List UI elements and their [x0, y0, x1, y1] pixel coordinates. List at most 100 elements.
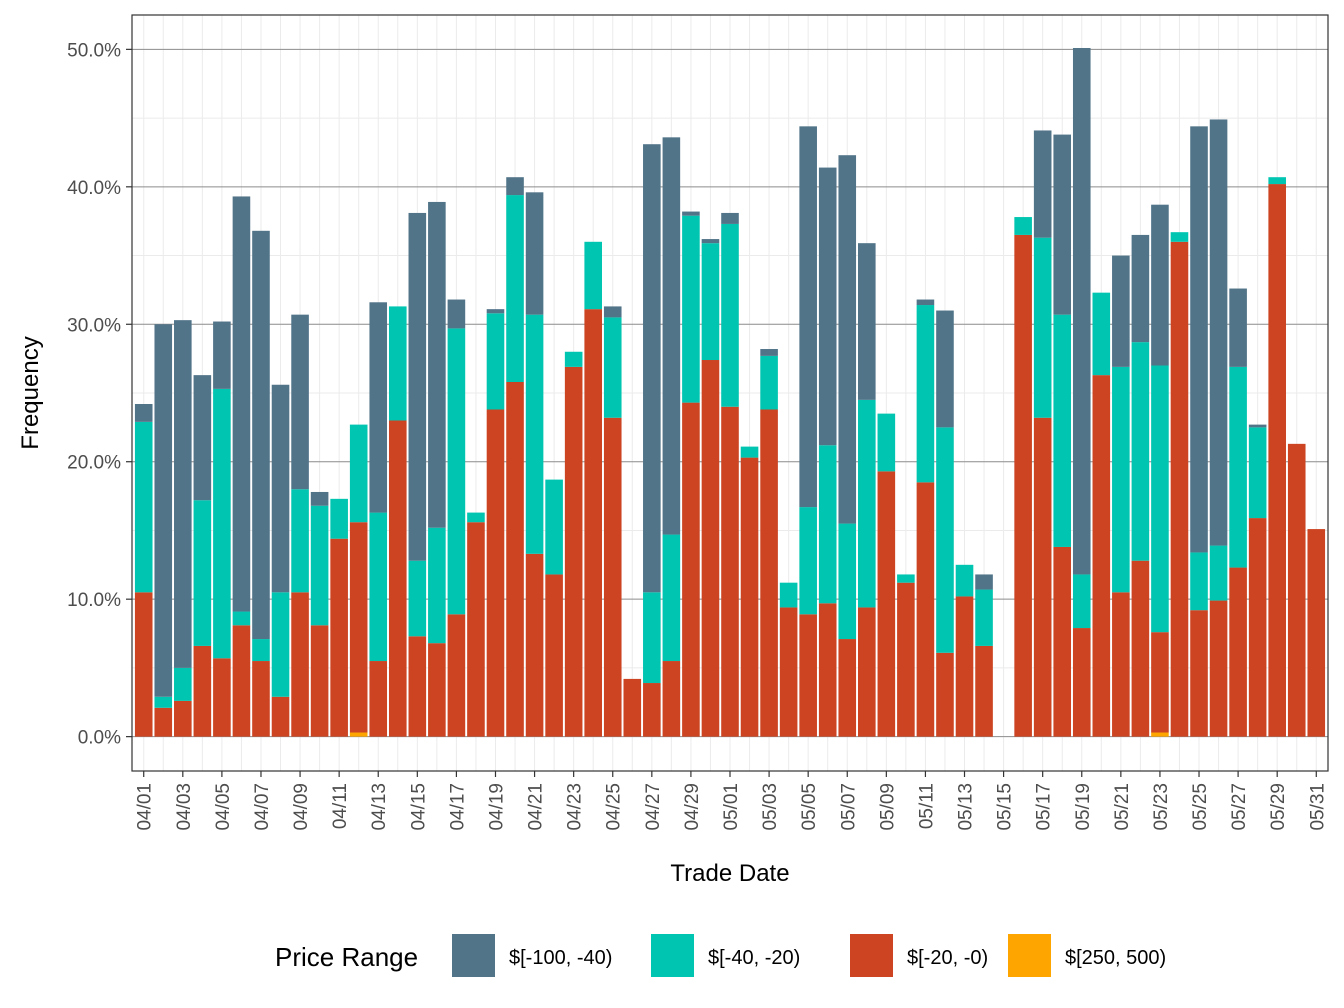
bar-segment [1248, 424, 1267, 428]
bar-segment [1209, 545, 1228, 601]
x-tick-label: 05/21 [1112, 783, 1133, 831]
bar-segment [584, 309, 602, 737]
bar-segment [213, 658, 231, 737]
bar-segment [1151, 204, 1169, 366]
bar-segment [291, 314, 309, 490]
bar-segment [310, 625, 329, 737]
bar-segment [955, 596, 974, 737]
bar-segment [1131, 560, 1150, 737]
bar-segment [232, 196, 251, 612]
bar-segment [428, 643, 446, 737]
legend-label: $[250, 500) [1065, 947, 1166, 969]
bar-segment [1307, 529, 1326, 737]
bar-segment [447, 299, 466, 329]
y-tick-label: 10.0% [67, 590, 121, 611]
bar-segment [975, 589, 993, 646]
legend-label: $[-100, -40) [509, 947, 612, 969]
bar-segment [897, 574, 915, 583]
x-tick-label: 05/15 [995, 783, 1016, 831]
x-tick-label: 04/21 [526, 783, 547, 831]
bar-segment [1151, 732, 1169, 737]
bar-segment [975, 574, 993, 590]
bar-segment [1209, 600, 1228, 737]
bar-segment [252, 661, 270, 737]
bar-segment [916, 299, 935, 306]
x-tick-label: 05/07 [838, 783, 859, 831]
bar-segment [1072, 628, 1091, 737]
x-tick-label: 04/29 [682, 783, 703, 831]
bar-segment [193, 500, 212, 646]
legend-key [651, 934, 694, 977]
x-tick-label: 04/23 [565, 783, 586, 831]
bar-segment [134, 403, 153, 422]
x-tick-label: 04/09 [291, 783, 312, 831]
bar-segment [428, 201, 446, 528]
bar-segment [174, 667, 192, 701]
x-tick-label: 04/11 [330, 783, 351, 829]
bar-segment [838, 523, 857, 640]
bar-segment [1072, 574, 1091, 629]
bar-segment [662, 534, 681, 662]
bar-segment [721, 223, 739, 407]
bar-segment [213, 388, 231, 659]
bar-segment [740, 446, 759, 458]
bar-segment [545, 479, 563, 575]
bar-segment [662, 137, 681, 535]
bar-segment [408, 212, 427, 561]
bar-segment [838, 639, 857, 737]
x-tick-label: 05/01 [721, 783, 742, 831]
bar-segment [1053, 314, 1072, 547]
bar-segment [1092, 292, 1111, 376]
bar-segment [1287, 443, 1306, 737]
bar-segment [506, 382, 524, 737]
bar-segment [603, 417, 622, 737]
bar-segment [1190, 610, 1208, 737]
bar-segment [799, 507, 817, 615]
bar-segment [1092, 375, 1111, 737]
x-tick-label: 05/05 [799, 783, 820, 831]
bar-segment [1209, 119, 1228, 546]
bar-segment [1229, 366, 1247, 568]
y-axis-title: Frequency [17, 336, 44, 449]
bar-segment [467, 522, 485, 737]
bar-segment [818, 445, 837, 604]
bar-segment [388, 306, 407, 421]
bar-segment [1014, 217, 1032, 235]
bar-segment [349, 424, 368, 523]
bar-segment [525, 553, 544, 737]
x-tick-label: 05/09 [877, 783, 898, 831]
bar-segment [525, 314, 544, 554]
x-tick-label: 05/11 [916, 783, 937, 829]
legend-key [1008, 934, 1051, 977]
bar-segment [955, 564, 974, 597]
bar-segment [740, 457, 759, 737]
bar-segment [1268, 184, 1286, 737]
x-tick-label: 04/05 [213, 783, 234, 831]
bar-segment [174, 700, 192, 737]
x-tick-label: 04/01 [135, 783, 156, 831]
x-tick-label: 04/17 [447, 783, 468, 831]
bar-segment [818, 167, 837, 446]
bar-segment [252, 639, 270, 662]
bar-segment [818, 603, 837, 737]
bar-segment [193, 645, 212, 737]
bar-segment [408, 560, 427, 637]
bar-segment [643, 144, 661, 593]
bar-segment [1170, 232, 1189, 242]
legend-label: $[-40, -20) [708, 947, 800, 969]
bar-segment [877, 413, 896, 472]
bar-segment [623, 678, 642, 737]
bar-segment [134, 592, 153, 737]
bar-segment [603, 306, 622, 318]
y-tick-label: 50.0% [67, 40, 121, 61]
bar-segment [682, 211, 700, 216]
bar-segment [349, 732, 368, 737]
bar-segment [682, 402, 700, 737]
legend-label: $[-20, -0) [907, 947, 988, 969]
bar-segment [1248, 427, 1267, 519]
bar-segment [858, 399, 876, 608]
bar-segment [271, 592, 290, 697]
bar-segment [1151, 365, 1169, 633]
bar-segment [1268, 177, 1286, 185]
